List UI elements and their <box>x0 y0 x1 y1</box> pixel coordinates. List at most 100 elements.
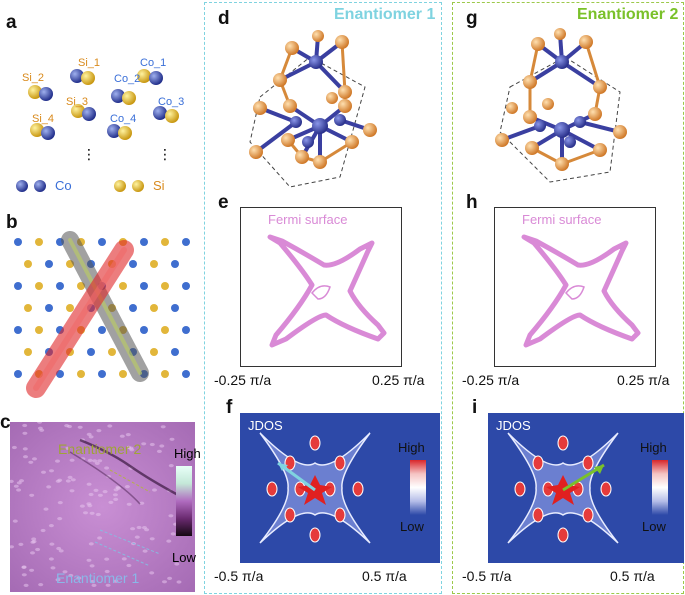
stm-feature <box>152 488 157 492</box>
jdos-2-colorbar <box>652 460 668 515</box>
panel-label-c: c <box>0 412 11 433</box>
stm-feature <box>88 492 94 497</box>
stm-feature <box>12 519 18 523</box>
stm-feature <box>141 442 147 446</box>
jdos-1-colorbar <box>410 460 426 515</box>
stm-colorbar-high: High <box>174 446 201 461</box>
stm-feature <box>10 479 14 483</box>
stm-feature <box>91 583 97 587</box>
stm-feature <box>67 475 73 479</box>
stm-feature <box>88 435 94 439</box>
stm-feature <box>10 545 14 549</box>
stm-feature <box>115 485 121 489</box>
stm-feature <box>104 466 110 470</box>
lattice-atom <box>45 304 53 312</box>
lattice-atom <box>14 238 22 246</box>
enantiomer2-frame <box>452 2 684 594</box>
stm-feature <box>107 424 113 428</box>
fermi-2-xmax: 0.25 π/a <box>617 372 670 388</box>
jdos-2-xmax: 0.5 π/a <box>610 568 655 584</box>
panel-label-f: f <box>226 397 233 418</box>
lattice-atom <box>14 370 22 378</box>
fermi-1-xmax: 0.25 π/a <box>372 372 425 388</box>
jdos-1-xmax: 0.5 π/a <box>362 568 407 584</box>
stm-feature <box>56 546 62 551</box>
stm-feature <box>48 524 54 528</box>
jdos-hotspot <box>309 527 321 543</box>
stm-feature <box>121 557 127 561</box>
stm-feature <box>169 437 175 441</box>
stm-feature <box>50 566 56 570</box>
stm-feature <box>76 576 82 580</box>
stm-feature <box>95 512 101 517</box>
stm-image <box>10 422 195 592</box>
stm-feature <box>49 542 55 546</box>
stm-feature <box>104 557 110 561</box>
jdos-2-high: High <box>640 440 667 455</box>
jdos-1-xmin: -0.5 π/a <box>214 568 264 584</box>
legend-si-atom-1 <box>114 180 126 192</box>
jdos-2-xmin: -0.5 π/a <box>462 568 512 584</box>
stm-feature <box>22 431 28 435</box>
stm-feature <box>21 573 27 577</box>
lattice-atom <box>24 304 32 312</box>
stm-feature <box>113 497 119 501</box>
stm-feature <box>41 470 46 474</box>
jdos-hotspot <box>334 455 346 471</box>
enantiomer2-title: Enantiomer 2 <box>577 6 679 23</box>
stm-feature <box>134 535 140 539</box>
lattice-atom <box>129 304 137 312</box>
lattice-atom <box>182 370 190 378</box>
stm-feature <box>97 459 103 463</box>
stm-feature <box>162 580 167 584</box>
stm-label-enantiomer1: Enantiomer 1 <box>56 570 140 586</box>
atom-label-co2: Co_2 <box>114 73 141 85</box>
stm-feature <box>86 432 92 436</box>
lattice-atom <box>98 370 106 378</box>
stm-feature <box>68 573 74 578</box>
jdos-hotspot <box>557 527 569 543</box>
lattice-atom <box>140 326 148 334</box>
lattice-atom <box>66 304 74 312</box>
crystal-structure-1 <box>249 30 377 188</box>
panel-label-b: b <box>6 212 18 233</box>
lattice-atom <box>182 238 190 246</box>
fermi-surface-2 <box>521 234 641 348</box>
stm-feature <box>28 460 34 464</box>
lattice-atom <box>161 282 169 290</box>
stm-feature <box>57 501 63 505</box>
stm-feature <box>16 488 22 492</box>
stm-feature <box>13 484 19 488</box>
stm-feature <box>179 451 185 455</box>
fermi-1-xmin: -0.25 π/a <box>214 372 272 388</box>
stm-feature <box>43 507 49 511</box>
stm-feature <box>136 525 142 530</box>
stm-feature <box>69 489 75 493</box>
jdos-hotspot <box>582 455 594 471</box>
stm-feature <box>22 447 28 451</box>
stm-feature <box>88 542 94 546</box>
atom-label-si3: Si_3 <box>66 96 89 108</box>
lattice-atom <box>119 282 127 290</box>
stm-feature <box>113 579 119 583</box>
jdos-1-pattern <box>259 432 371 544</box>
enantiomer1-frame <box>204 2 442 594</box>
ellipsis-left: ⋮ <box>82 146 96 162</box>
atom-label-co1: Co_1 <box>140 57 167 69</box>
stm-feature <box>160 425 166 429</box>
panel-label-i: i <box>472 397 478 418</box>
stm-feature <box>79 504 85 508</box>
stm-feature <box>38 583 44 587</box>
stm-feature <box>37 426 43 430</box>
stm-feature <box>49 469 54 473</box>
ellipsis-right: ⋮ <box>158 146 172 162</box>
legend-co-atom-1 <box>16 180 28 192</box>
lattice-atom <box>150 304 158 312</box>
fermi-surface-2-title: Fermi surface <box>522 212 602 227</box>
panel-label-d: d <box>218 8 230 29</box>
stm-feature <box>89 511 95 515</box>
stm-feature <box>77 425 83 429</box>
stm-feature <box>142 526 147 530</box>
stm-feature <box>11 445 17 450</box>
stm-feature <box>119 434 125 438</box>
